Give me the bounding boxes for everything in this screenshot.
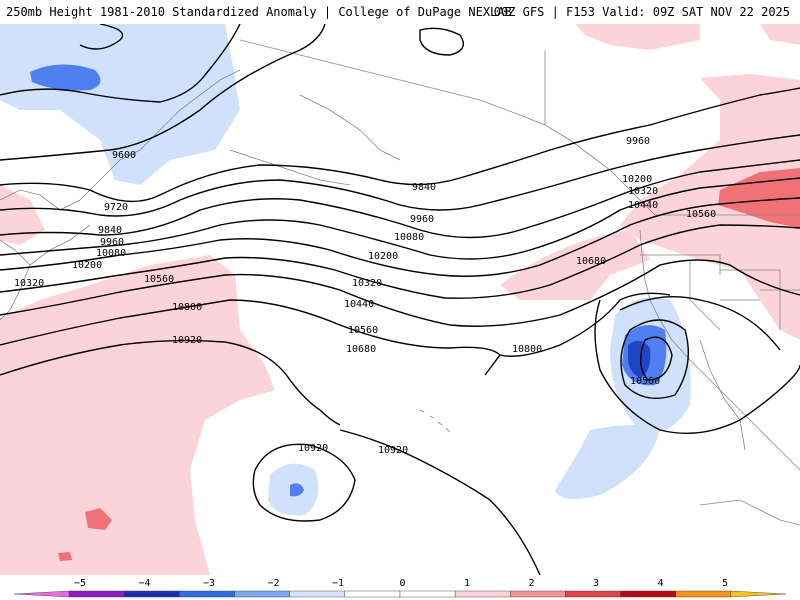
legend-tick-label: 0 (399, 578, 405, 589)
label-10560-mid: 10560 (348, 325, 378, 336)
pos-anomaly-sw (0, 255, 275, 575)
label-10560-west: 10560 (144, 274, 174, 285)
neg-anomaly-nw (0, 24, 240, 185)
contour-labels: 9600 9720 9840 9960 10080 10200 10320 10… (14, 136, 716, 456)
label-10800-mid: 10800 (512, 344, 542, 355)
legend-bin-3 (179, 590, 235, 598)
legend-tick-label: 1 (464, 578, 470, 589)
label-10680-east: 10680 (576, 256, 606, 267)
model-run-info: 00Z GFS | F153 Valid: 09Z SAT NOV 22 202… (493, 5, 790, 19)
legend-bin-12 (675, 590, 732, 598)
pos-anomaly-west-edge (0, 185, 45, 245)
legend-bin-0 (13, 590, 70, 598)
pos-anomaly-sw-dot (58, 552, 72, 561)
anomaly-shading (0, 24, 800, 575)
legend-tick-label: −1 (332, 578, 344, 589)
legend-tick-label: −4 (138, 578, 150, 589)
legend-ticks: −5 −4 −3 −2 −1 0 1 2 3 4 5 (74, 578, 728, 589)
legend-bin-1 (68, 590, 125, 598)
label-9960-east: 9960 (626, 136, 650, 147)
label-9600-west: 9600 (112, 150, 136, 161)
label-10200-east: 10200 (622, 174, 652, 185)
label-10920-southmid: 10920 (378, 445, 408, 456)
label-10080-mid: 10080 (394, 232, 424, 243)
neg-anomaly-nw-core (30, 64, 101, 91)
label-10560-east: 10560 (686, 209, 716, 220)
legend-colorbar: −5 −4 −3 −2 −1 0 1 2 3 4 5 (0, 576, 800, 600)
label-9720-west: 9720 (104, 202, 128, 213)
label-10200-mid: 10200 (368, 251, 398, 262)
legend-tick-label: 2 (528, 578, 534, 589)
legend-bin-11 (620, 590, 676, 598)
label-10320-mid: 10320 (352, 278, 382, 289)
label-10680-mid: 10680 (346, 344, 376, 355)
legend-bin-8 (454, 590, 511, 598)
pos-anomaly-ne-top (575, 24, 700, 50)
label-10080-west: 10080 (96, 248, 126, 259)
legend-tick-label: 5 (722, 578, 728, 589)
label-10440-east: 10440 (628, 200, 658, 211)
legend-bins (13, 590, 787, 598)
legend-bin-9 (510, 590, 566, 598)
label-10920-south: 10920 (298, 443, 328, 454)
pos-anomaly-ne-top2 (760, 24, 800, 45)
neg-anomaly-cutoff-core (628, 340, 651, 378)
pos-anomaly-midpac (500, 230, 650, 300)
legend-tick-label: −3 (203, 578, 215, 589)
label-9960-west: 9960 (100, 237, 124, 248)
legend-tick-label: 4 (657, 578, 663, 589)
label-10320-east: 10320 (628, 186, 658, 197)
label-10200-west: 10200 (72, 260, 102, 271)
coastlines (0, 39, 800, 526)
legend-bin-5 (289, 590, 346, 598)
label-9960-mid: 9960 (410, 214, 434, 225)
label-9840-west: 9840 (98, 225, 122, 236)
neg-anomaly-cutoff-tail (555, 425, 660, 499)
map-title: 250mb Height 1981-2010 Standardized Anom… (6, 5, 512, 19)
legend-tick-label: −2 (267, 578, 279, 589)
label-10440-mid: 10440 (344, 299, 374, 310)
pos-anomaly-ne-core (718, 168, 800, 228)
pos-anomaly-ne (620, 74, 800, 340)
label-10320-west: 10320 (14, 278, 44, 289)
legend-bin-10 (565, 590, 621, 598)
pos-anomaly-sw-spot (85, 508, 112, 530)
label-10920-west: 10920 (172, 335, 202, 346)
legend-bin-13 (730, 590, 787, 598)
legend-bin-2 (124, 590, 180, 598)
legend-tick-label: −5 (74, 578, 86, 589)
legend-bin-6 (344, 590, 401, 598)
legend-bin-4 (234, 590, 290, 598)
label-10800-west: 10800 (172, 302, 202, 313)
height-contours (0, 24, 800, 576)
legend-tick-label: 3 (593, 578, 599, 589)
label-10560-low: 10560 (630, 376, 660, 387)
header-bar: 250mb Height 1981-2010 Standardized Anom… (0, 0, 800, 24)
label-9840-mid: 9840 (412, 182, 436, 193)
legend-bin-7 (399, 590, 456, 598)
anomaly-map: 9600 9720 9840 9960 10080 10200 10320 10… (0, 24, 800, 576)
neg-anomaly-south-core (290, 483, 304, 497)
